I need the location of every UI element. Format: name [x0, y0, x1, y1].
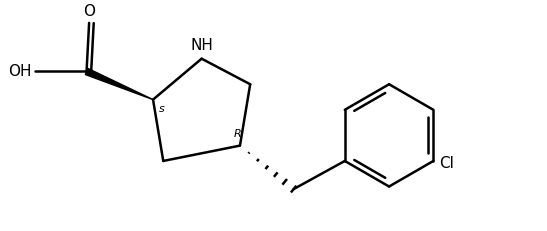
Polygon shape [85, 68, 153, 100]
Text: R: R [234, 130, 241, 140]
Text: OH: OH [8, 64, 31, 79]
Text: NH: NH [190, 38, 213, 52]
Text: s: s [159, 104, 165, 114]
Text: O: O [83, 4, 95, 19]
Text: Cl: Cl [439, 156, 455, 171]
